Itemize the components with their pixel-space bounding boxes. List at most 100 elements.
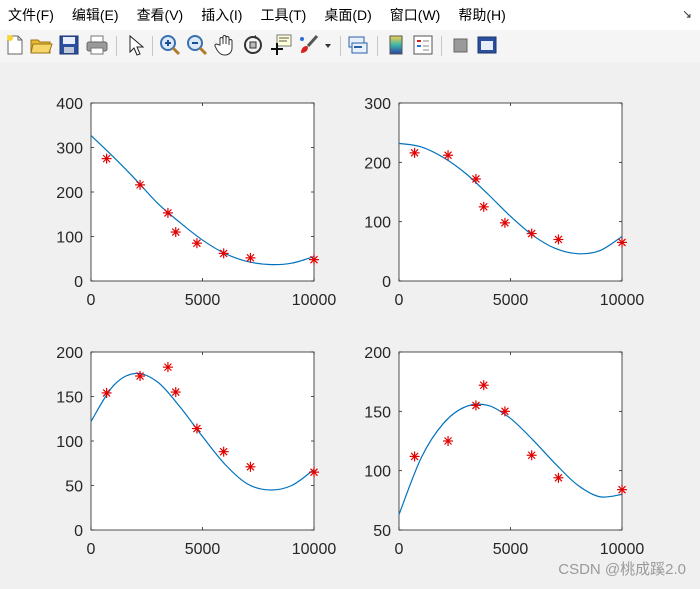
subplot-1[interactable]: 0 5000 10000 0 100 200 300 400 — [56, 96, 336, 309]
figure-canvas: 0 5000 10000 0 100 200 300 400 0 5000 10000 0 100 200… — [0, 62, 700, 589]
axes-box — [398, 102, 623, 282]
menu-insert[interactable]: 插入(I) — [201, 7, 243, 23]
x-tick-label: 10000 — [600, 541, 645, 558]
fit-curve — [398, 403, 623, 515]
y-tick-label: 200 — [56, 185, 83, 202]
data-point — [170, 387, 181, 398]
y-tick-label: 200 — [364, 345, 391, 362]
zoom-in-icon[interactable] — [158, 33, 182, 57]
data-point — [470, 173, 481, 184]
rotate-3d-icon[interactable] — [241, 33, 265, 57]
x-tick-label: 10000 — [600, 292, 645, 309]
data-point — [478, 380, 489, 391]
x-tick-label: 10000 — [292, 541, 337, 558]
toolbar-separator — [116, 36, 117, 56]
insert-colorbar-icon[interactable] — [384, 33, 408, 57]
data-point — [162, 362, 173, 373]
edit-plot-arrow-icon[interactable] — [123, 33, 147, 57]
y-tick-label: 100 — [364, 215, 391, 232]
new-figure-icon[interactable] — [3, 33, 27, 57]
data-point — [443, 436, 454, 446]
hide-plot-tools-icon[interactable] — [448, 33, 472, 57]
x-tick-label: 5000 — [185, 292, 221, 309]
fit-curve — [398, 142, 623, 255]
data-point — [526, 450, 537, 461]
x-tick-label: 0 — [395, 541, 404, 558]
y-tick-label: 200 — [364, 155, 391, 172]
data-point — [617, 484, 627, 495]
data-point — [245, 252, 256, 263]
x-tick-label: 5000 — [493, 541, 529, 558]
menu-help[interactable]: 帮助(H) — [458, 7, 506, 23]
menu-desktop[interactable]: 桌面(D) — [324, 7, 372, 23]
y-tick-label: 100 — [364, 464, 391, 481]
toolbar-separator — [441, 36, 442, 56]
pan-hand-icon[interactable] — [213, 33, 237, 57]
y-tick-label: 400 — [56, 96, 83, 113]
y-tick-label: 300 — [56, 141, 83, 158]
data-point — [409, 147, 420, 158]
data-point — [526, 228, 537, 239]
dock-arrow-icon[interactable]: ↘ — [681, 7, 692, 21]
x-tick-label: 5000 — [185, 541, 221, 558]
toolbar-separator — [377, 36, 378, 56]
brush-icon[interactable] — [297, 33, 321, 57]
y-tick-label: 0 — [382, 274, 391, 291]
subplot-4[interactable]: 0 5000 10000 50 100 150 200 — [364, 345, 644, 558]
menu-view[interactable]: 查看(V) — [136, 7, 184, 23]
subplot-2[interactable]: 0 5000 10000 0 100 200 300 — [364, 96, 644, 309]
data-point — [309, 254, 319, 265]
insert-legend-icon[interactable] — [411, 33, 435, 57]
brush-dropdown-icon[interactable] — [322, 33, 334, 57]
data-point — [135, 371, 146, 382]
show-plot-tools-icon[interactable] — [475, 33, 499, 57]
data-point — [191, 423, 202, 434]
axes-box — [90, 102, 315, 282]
data-point — [218, 248, 229, 259]
y-tick-label: 0 — [74, 523, 83, 540]
data-point — [191, 238, 202, 249]
data-point — [245, 461, 256, 472]
y-tick-label: 200 — [56, 345, 83, 362]
y-tick-label: 150 — [56, 390, 83, 407]
watermark: CSDN @桃成蹊2.0 — [558, 561, 686, 578]
data-point — [443, 150, 454, 161]
fit-curve — [90, 135, 315, 266]
data-point — [499, 217, 510, 228]
y-tick-label: 100 — [56, 434, 83, 451]
menu-file[interactable]: 文件(F) — [8, 7, 54, 23]
toolbar-separator — [340, 36, 341, 56]
y-tick-label: 0 — [74, 274, 83, 291]
y-tick-label: 300 — [364, 96, 391, 113]
fit-curve — [90, 372, 315, 491]
menu-edit[interactable]: 编辑(E) — [71, 7, 119, 23]
x-tick-label: 0 — [395, 292, 404, 309]
save-icon[interactable] — [57, 33, 81, 57]
data-point — [553, 472, 564, 483]
data-point — [218, 446, 229, 457]
data-point — [409, 451, 420, 462]
data-point — [162, 207, 173, 218]
link-plot-icon[interactable] — [346, 33, 370, 57]
x-tick-label: 10000 — [292, 292, 337, 309]
subplot-3[interactable]: 0 5000 10000 0 50 100 150 200 — [56, 345, 336, 558]
zoom-out-icon[interactable] — [185, 33, 209, 57]
data-cursor-icon[interactable] — [269, 33, 293, 57]
y-tick-label: 50 — [65, 479, 83, 496]
open-file-icon[interactable] — [29, 33, 53, 57]
figure-toolbar — [0, 30, 700, 63]
x-tick-label: 0 — [87, 541, 96, 558]
y-tick-label: 150 — [364, 404, 391, 421]
data-point — [478, 201, 489, 212]
print-icon[interactable] — [85, 33, 109, 57]
menu-bar: 文件(F) 编辑(E) 查看(V) 插入(I) 工具(T) 桌面(D) 窗口(W… — [0, 0, 700, 30]
data-point — [101, 153, 112, 164]
data-point — [553, 234, 564, 245]
data-point — [499, 406, 510, 417]
menu-window[interactable]: 窗口(W) — [389, 7, 441, 23]
data-point — [309, 467, 319, 478]
x-tick-label: 0 — [87, 292, 96, 309]
menu-tools[interactable]: 工具(T) — [260, 7, 307, 23]
data-point — [470, 400, 481, 411]
